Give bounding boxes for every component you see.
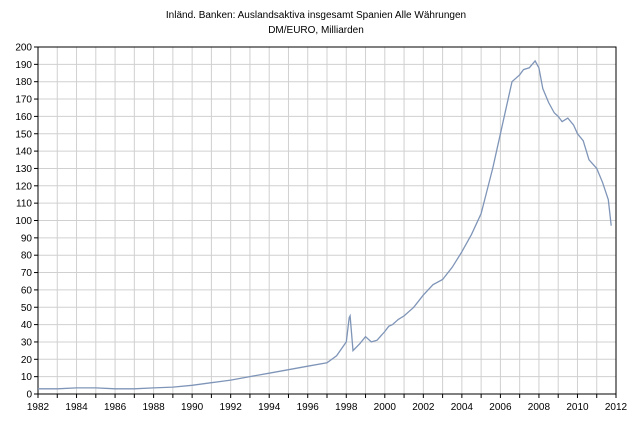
series-line	[38, 59, 612, 390]
y-tick-label: 190	[15, 60, 32, 71]
x-tick-label: 2010	[566, 402, 589, 413]
x-tick-label: 1996	[297, 402, 320, 413]
y-tick-label: 0	[26, 390, 32, 401]
x-tick-label: 1994	[258, 402, 281, 413]
y-tick-label: 140	[15, 147, 32, 158]
x-tick-label: 1982	[27, 402, 50, 413]
y-tick-label: 170	[15, 95, 32, 106]
y-tick-label: 10	[21, 372, 33, 383]
y-tick-label: 100	[15, 216, 32, 227]
x-tick-label: 1990	[181, 402, 204, 413]
y-axis: 0 10 20 30 40 50 60 70 80 90 100 110 120 130 140 150 160…	[15, 43, 38, 401]
y-tick-label: 110	[16, 199, 32, 210]
x-tick-label: 1992	[220, 402, 243, 413]
y-tick-label: 120	[15, 181, 32, 192]
x-tick-label: 1984	[65, 402, 88, 413]
x-tick-label: 2008	[528, 402, 551, 413]
y-tick-label: 50	[21, 303, 33, 314]
x-tick-label: 1986	[104, 402, 127, 413]
y-tick-label: 130	[15, 164, 32, 175]
y-tick-label: 200	[15, 43, 32, 54]
x-tick-label: 2002	[412, 402, 435, 413]
grid-lines	[37, 46, 617, 395]
x-tick-label: 2004	[451, 402, 474, 413]
x-tick-label: 1988	[142, 402, 165, 413]
y-tick-label: 60	[21, 285, 33, 296]
x-tick-label: 1998	[335, 402, 358, 413]
x-tick-label: 2006	[489, 402, 512, 413]
y-tick-label: 70	[21, 268, 33, 279]
x-tick-label: 2000	[374, 402, 397, 413]
y-tick-label: 180	[15, 77, 32, 88]
y-tick-label: 90	[21, 233, 33, 244]
y-tick-label: 80	[21, 251, 33, 262]
y-tick-label: 40	[21, 320, 33, 331]
y-tick-label: 160	[15, 112, 32, 123]
y-tick-label: 20	[21, 355, 33, 366]
chart-subtitle: DM/EURO, Milliarden	[268, 25, 364, 36]
y-tick-label: 30	[21, 337, 33, 348]
x-tick-label: 2012	[605, 402, 628, 413]
x-axis: 1982 1984 1986 1988 1990 1992 1994 1996 1998 2000…	[27, 394, 628, 413]
y-tick-label: 150	[15, 129, 32, 140]
chart-title: Inländ. Banken: Auslandsaktiva insgesamt…	[166, 10, 466, 21]
